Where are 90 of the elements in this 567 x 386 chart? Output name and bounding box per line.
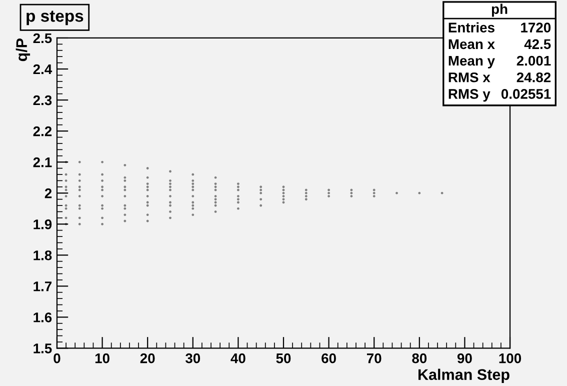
point <box>64 216 68 220</box>
x-tick-label: 50 <box>276 353 291 364</box>
point <box>78 222 81 226</box>
point <box>214 210 217 213</box>
text: 1720 <box>521 22 551 32</box>
point <box>124 186 126 188</box>
annotation: RMS y <box>448 89 490 102</box>
point <box>78 216 81 220</box>
point <box>146 176 149 179</box>
x-tick-label: 60 <box>322 353 336 364</box>
annotation: Mean y <box>448 56 495 68</box>
point <box>304 192 308 194</box>
point <box>236 207 240 210</box>
point <box>124 194 126 198</box>
point <box>192 173 194 176</box>
point <box>260 192 262 194</box>
point <box>192 204 194 207</box>
point <box>78 194 81 198</box>
x-tick-label: 0 <box>54 353 60 364</box>
point <box>78 204 81 207</box>
point <box>192 194 194 198</box>
y-tick-label: 2.5 <box>33 33 52 44</box>
point <box>304 194 308 198</box>
point <box>64 194 68 198</box>
point <box>78 173 81 176</box>
y-tick-label: 2.2 <box>33 126 52 136</box>
point <box>146 194 149 198</box>
text: 2.001 <box>516 56 551 66</box>
y-tick-label: 1.9 <box>34 219 52 230</box>
x-tick-label: 80 <box>412 353 427 364</box>
point <box>192 179 194 182</box>
point <box>124 164 126 166</box>
y-tick-label: 1.8 <box>34 250 52 260</box>
text: 24.82 <box>516 72 551 82</box>
point <box>350 194 353 198</box>
chart-title: p steps <box>26 10 84 26</box>
point <box>64 179 68 182</box>
point <box>372 192 376 194</box>
annotation: RMS x <box>448 72 490 82</box>
text: ph <box>492 4 508 17</box>
point <box>78 160 81 164</box>
point <box>260 188 262 192</box>
point <box>214 201 217 204</box>
y-tick-label: 1.5 <box>34 344 52 354</box>
x-tick-label: 20 <box>140 353 155 364</box>
point <box>282 186 285 188</box>
point <box>146 201 149 204</box>
point <box>236 194 240 198</box>
x-tick-label: 10 <box>95 353 110 364</box>
annotation: Mean x <box>448 39 495 50</box>
annotation: 0.02551 <box>501 89 551 99</box>
text: 42.5 <box>524 39 551 50</box>
point <box>236 186 240 188</box>
point <box>304 188 308 192</box>
point <box>78 188 81 192</box>
point <box>328 194 330 198</box>
point <box>192 188 194 192</box>
point <box>418 192 421 194</box>
y-tick-label: 2.4 <box>33 64 52 74</box>
point <box>78 179 81 182</box>
y-tick-label: 2.3 <box>33 95 52 106</box>
x-axis-title: Kalman Step <box>418 368 510 383</box>
text: Entries <box>448 22 494 32</box>
point <box>124 179 126 182</box>
point <box>192 207 194 210</box>
x-tick-label: 100 <box>499 353 522 364</box>
y-tick-label: 1.6 <box>34 312 52 322</box>
point <box>64 186 68 188</box>
x-tick-label: 30 <box>185 353 200 364</box>
x-tick-label: 70 <box>366 353 382 364</box>
point <box>78 207 81 210</box>
x-tick-label: 40 <box>230 353 246 364</box>
point <box>236 201 240 204</box>
point <box>192 201 194 204</box>
y-tick-label: 1.7 <box>34 282 52 292</box>
point <box>214 186 217 188</box>
y-tick-label: 2 <box>44 188 52 198</box>
point <box>214 194 217 198</box>
point <box>372 188 376 192</box>
y-axis-title: q/P <box>16 38 30 62</box>
point <box>146 186 149 188</box>
point <box>372 194 376 198</box>
point <box>328 192 330 194</box>
point <box>282 201 285 204</box>
point <box>192 186 194 188</box>
y-tick-label: 2.1 <box>33 157 52 168</box>
point <box>260 186 262 188</box>
x-tick-label: 90 <box>457 353 472 364</box>
point <box>260 204 262 207</box>
point <box>78 186 81 188</box>
